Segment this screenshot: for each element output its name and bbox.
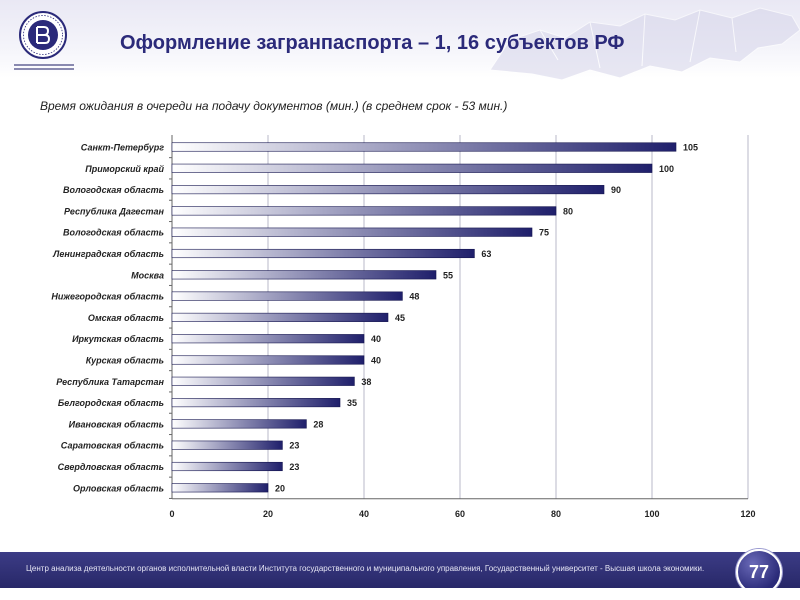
slide-title: Оформление загранпаспорта – 1, 16 субъек… [120,32,625,54]
category-label: Иркутская область [72,334,164,344]
value-label: 38 [361,377,371,387]
bar [171,461,283,472]
x-tick-label: 120 [740,509,755,519]
bar [171,376,355,386]
category-label: Вологодская область [63,228,164,238]
x-tick-label: 0 [169,509,174,519]
x-tick-label: 40 [359,509,369,519]
value-label: 23 [289,441,299,451]
bar [171,312,389,322]
bar [171,483,269,493]
bar [171,291,403,301]
value-label: 35 [347,398,357,408]
value-label: 80 [563,206,573,216]
category-label: Ивановская область [69,419,164,429]
value-label: 63 [481,249,491,259]
bar [171,248,475,259]
page-number-badge: 77 [736,549,782,595]
value-label: 100 [659,164,674,174]
chart-subtitle: Время ожидания в очереди на подачу докум… [40,99,508,113]
russia-map-decoration [489,7,800,81]
value-label: 40 [371,356,381,366]
bar [171,419,307,429]
category-label: Республика Татарстан [56,377,164,387]
logo-caption [8,62,80,74]
bar [171,227,533,237]
footer-bar: Центр анализа деятельности органов испол… [0,552,800,588]
x-tick-label: 100 [644,509,659,519]
value-label: 45 [395,313,405,323]
bar [171,334,365,344]
category-label: Вологодская область [63,185,164,195]
value-label: 75 [539,228,549,238]
category-label: Республика Дагестан [64,206,165,216]
bar [171,440,283,450]
bar [171,142,677,152]
category-label: Омская область [88,313,164,323]
bar [171,355,365,365]
category-label: Белгородская область [58,398,164,408]
value-label: 105 [683,143,698,153]
bottom-strip [0,588,800,600]
bar [171,163,653,173]
value-label: 20 [275,483,285,493]
x-tick-label: 60 [455,509,465,519]
category-label: Приморский край [85,164,164,174]
category-label: Курская область [86,356,164,366]
category-label: Саратовская область [61,441,164,451]
value-label: 90 [611,185,621,195]
category-label: Ленинградская область [52,249,164,259]
value-label: 28 [313,419,323,429]
bar-chart: 0 20 40 60 80 100 120 Санкт-Петербург 105 Приморс… [51,135,756,519]
bar [171,270,437,280]
category-label: Санкт-Петербург [81,143,164,153]
category-label: Нижегородская область [51,292,164,302]
bar [171,185,605,195]
bar [171,398,341,408]
footer-text: Центр анализа деятельности органов испол… [26,564,705,573]
category-label: Орловская область [73,483,164,493]
value-label: 48 [409,292,419,302]
hse-logo [19,11,67,59]
bar [171,206,557,216]
value-label: 40 [371,334,381,344]
x-tick-label: 80 [551,509,561,519]
x-tick-label: 20 [263,509,273,519]
value-label: 23 [289,462,299,472]
value-label: 55 [443,270,453,280]
category-label: Москва [131,270,164,280]
category-label: Свердловская область [58,462,164,472]
